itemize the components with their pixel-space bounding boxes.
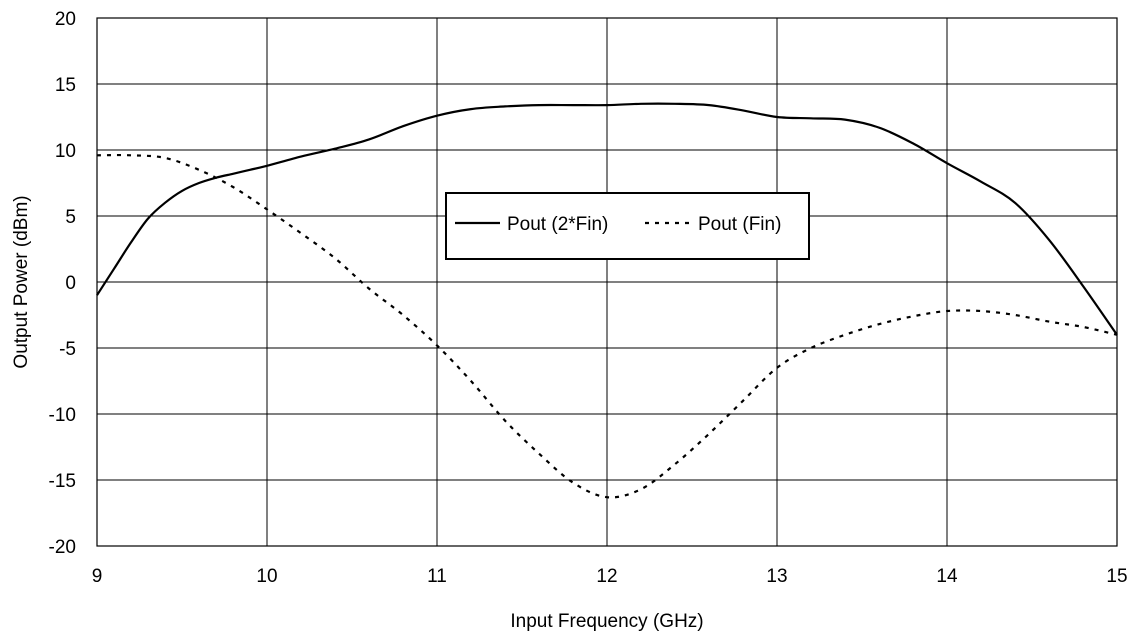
x-tick-label: 11 <box>427 566 447 587</box>
y-tick-label: -10 <box>49 405 76 426</box>
y-tick-label: -20 <box>49 537 76 558</box>
y-axis-ticks: -20 -15 -10 -5 0 5 10 15 20 <box>49 9 76 558</box>
x-tick-label: 12 <box>596 566 617 587</box>
series-line-pout-2fin <box>96 102 1118 336</box>
x-tick-label: 13 <box>766 566 787 587</box>
gridlines <box>96 17 1118 547</box>
y-tick-label: -15 <box>49 471 76 492</box>
legend: Pout (2*Fin) Pout (Fin) <box>445 192 810 260</box>
legend-label-pout-fin: Pout (Fin) <box>698 214 781 235</box>
y-tick-label: 10 <box>55 141 76 162</box>
x-tick-label: 10 <box>256 566 277 587</box>
x-axis-label: Input Frequency (GHz) <box>510 611 703 632</box>
x-axis-ticks: 9 10 11 12 13 14 15 <box>92 566 1128 587</box>
y-tick-label: 15 <box>55 75 76 96</box>
series-layer <box>96 102 1118 499</box>
legend-label-pout-2fin: Pout (2*Fin) <box>507 214 608 235</box>
x-tick-label: 9 <box>92 566 103 587</box>
series-line-pout-fin <box>96 153 1118 499</box>
legend-box <box>445 192 810 260</box>
y-axis-label: Output Power (dBm) <box>11 195 32 368</box>
y-tick-label: 20 <box>55 9 76 30</box>
y-tick-label: 0 <box>65 273 76 294</box>
x-tick-label: 15 <box>1106 566 1127 587</box>
plot-area-border <box>96 17 1118 547</box>
x-tick-label: 14 <box>936 566 958 587</box>
y-tick-label: -5 <box>59 339 76 360</box>
y-tick-label: 5 <box>65 207 76 228</box>
